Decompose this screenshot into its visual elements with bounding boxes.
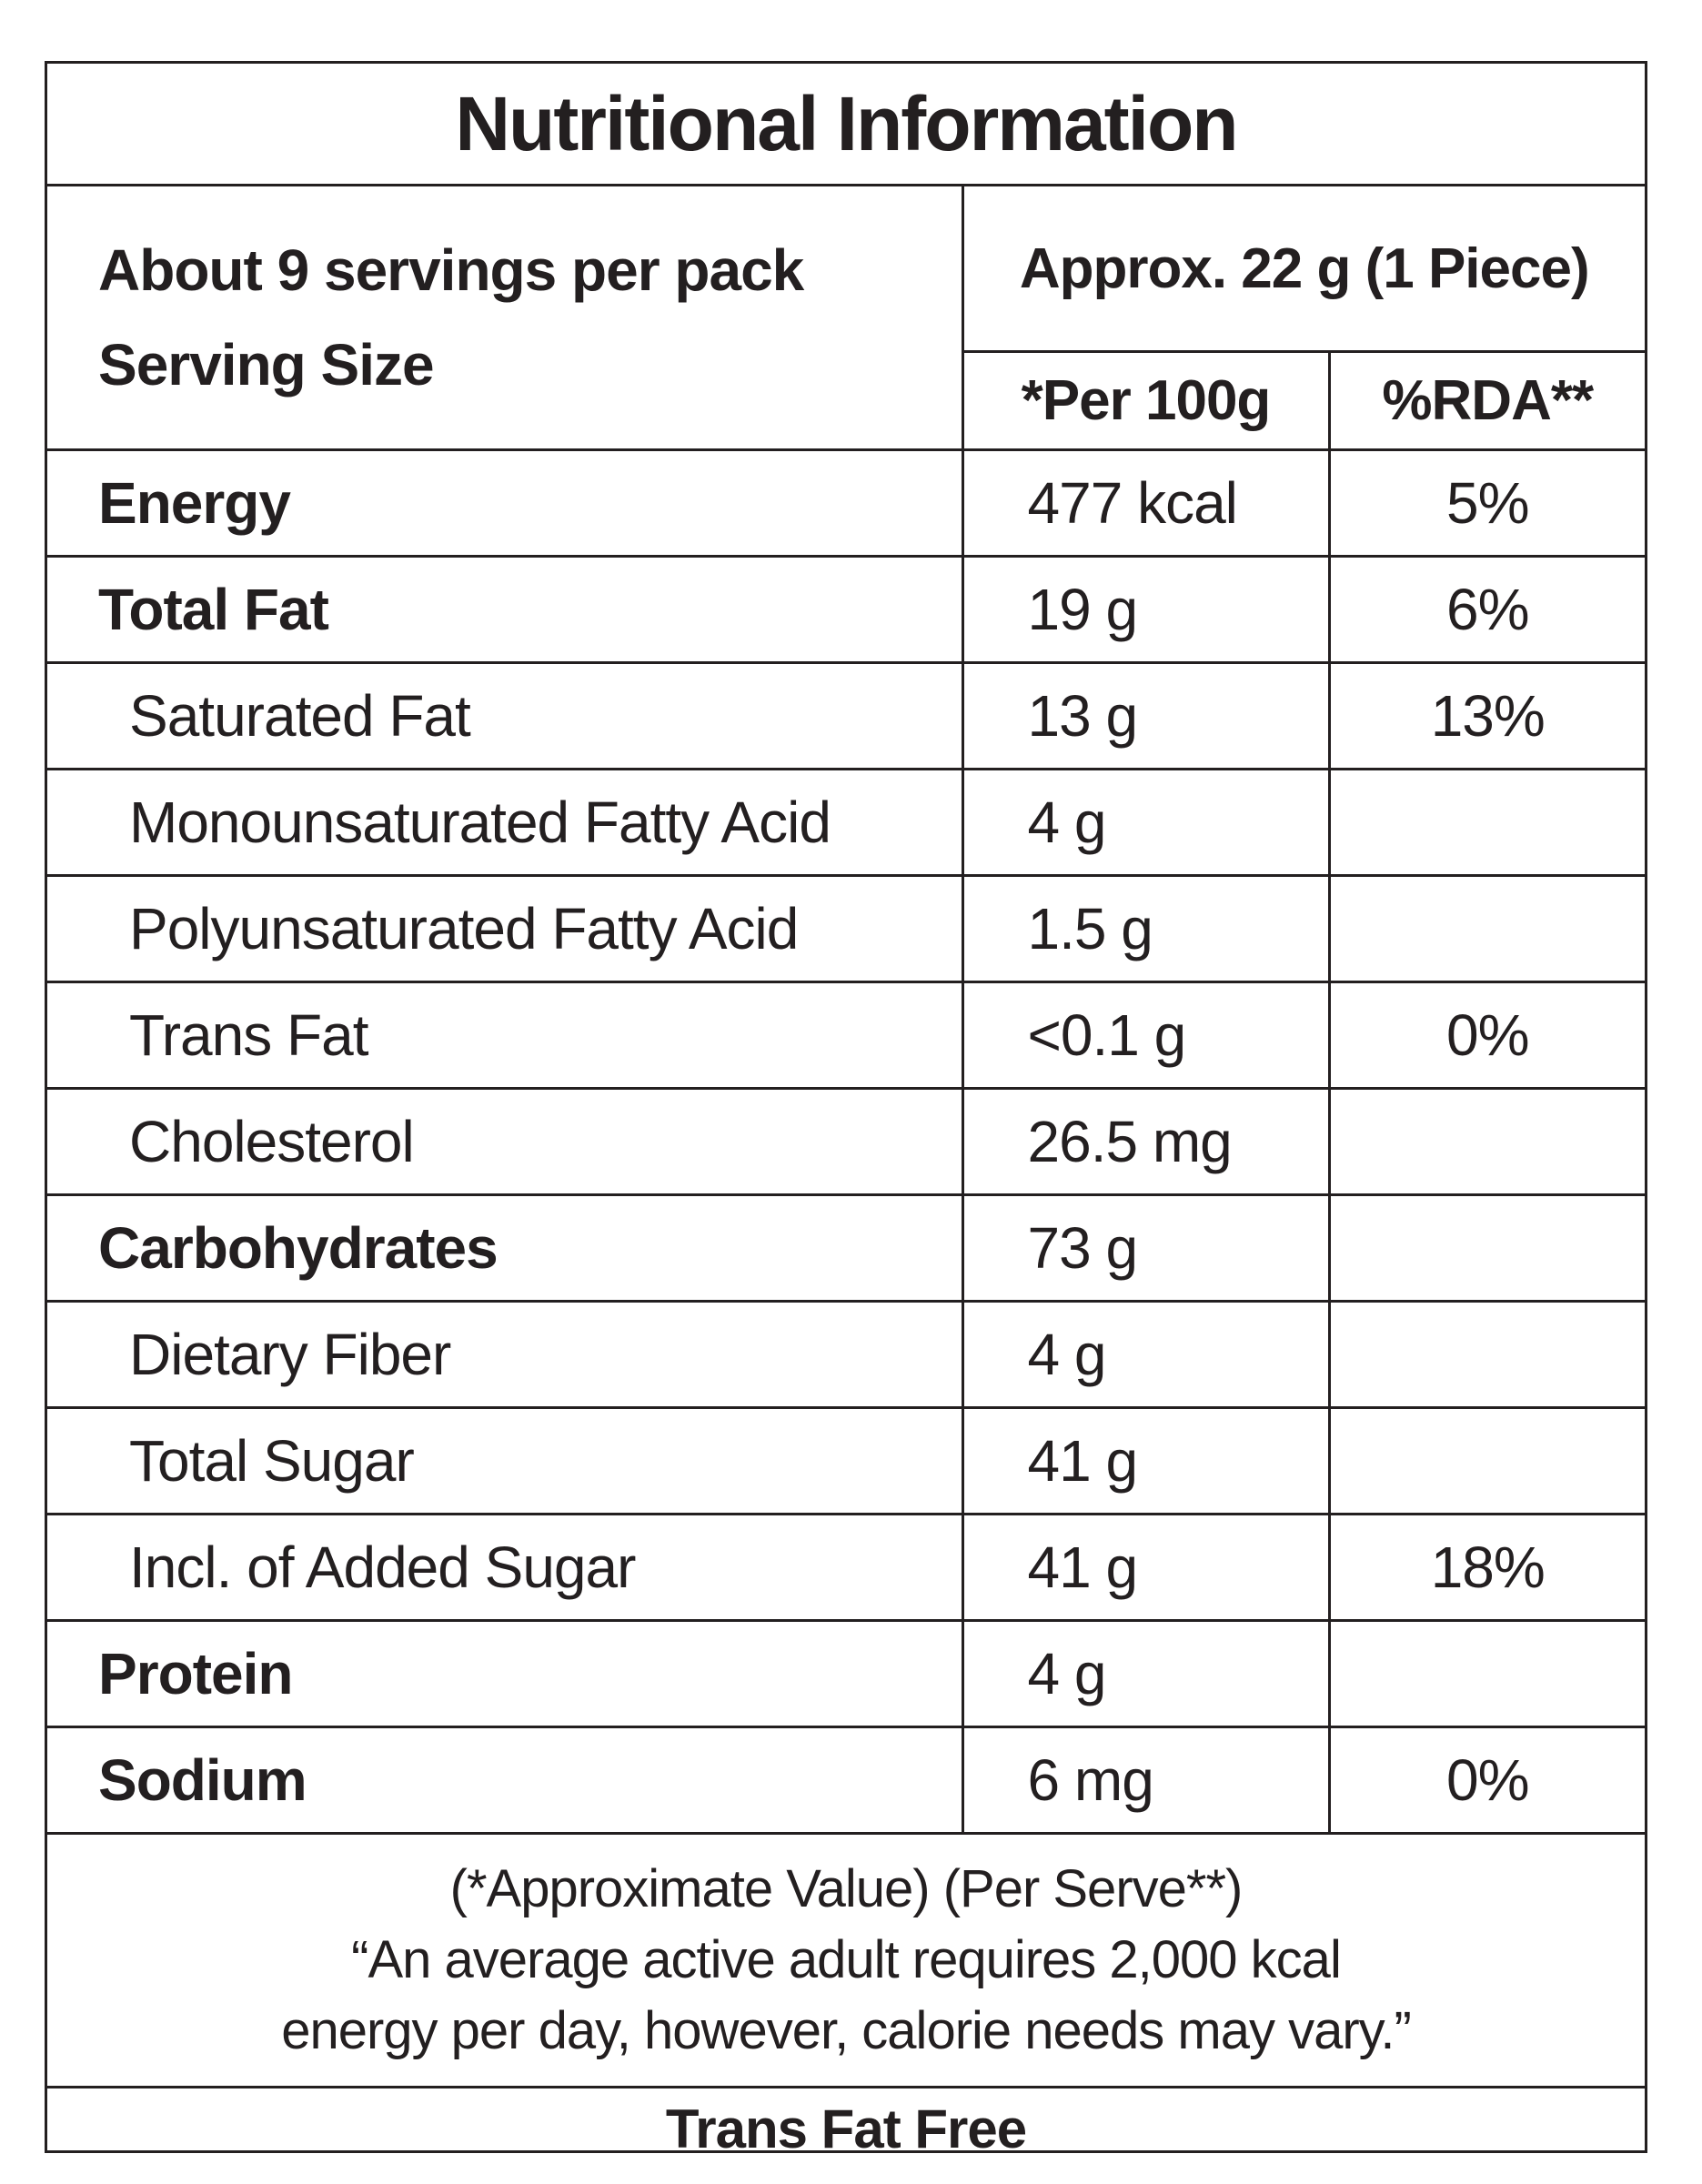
nutrient-name: Trans Fat [47, 981, 964, 1090]
nutrient-row-sodium: Sodium 6 mg 0% [47, 1726, 1645, 1835]
nutrient-rda: 5% [1327, 448, 1645, 558]
nutrient-name: Energy [47, 448, 964, 558]
nutrient-name: Saturated Fat [47, 661, 964, 770]
servings-cell: About 9 servings per pack Serving Size [47, 184, 964, 451]
nutrient-rda [1327, 768, 1645, 877]
nutrient-row-carbohydrates: Carbohydrates 73 g [47, 1193, 1645, 1303]
nutrient-rda: 0% [1327, 981, 1645, 1090]
serving-size-value: Approx. 22 g (1 Piece) [961, 184, 1645, 353]
nutrient-row-total-fat: Total Fat 19 g 6% [47, 555, 1645, 664]
nutrient-rda [1327, 1193, 1645, 1303]
nutrient-name: Total Sugar [47, 1406, 964, 1515]
footnote-line-3: energy per day, however, calorie needs m… [281, 2001, 1412, 2060]
nutrient-name: Sodium [47, 1726, 964, 1835]
nutrient-row-pufa: Polyunsaturated Fatty Acid 1.5 g [47, 874, 1645, 983]
nutrient-value: 26.5 mg [961, 1087, 1331, 1196]
nutrient-row-protein: Protein 4 g [47, 1619, 1645, 1728]
nutrient-value: 4 g [961, 1300, 1331, 1409]
nutrient-rda [1327, 874, 1645, 983]
nutrient-value: 4 g [961, 768, 1331, 877]
nutrient-row-total-sugar: Total Sugar 41 g [47, 1406, 1645, 1515]
nutrient-row-energy: Energy 477 kcal 5% [47, 448, 1645, 558]
nutrient-rda: 13% [1327, 661, 1645, 770]
nutrient-value: 477 kcal [961, 448, 1331, 558]
nutrient-name: Monounsaturated Fatty Acid [47, 768, 964, 877]
nutrient-value: 1.5 g [961, 874, 1331, 983]
nutrient-value: 13 g [961, 661, 1331, 770]
nutrient-rda: 6% [1327, 555, 1645, 664]
nutrient-row-cholesterol: Cholesterol 26.5 mg [47, 1087, 1645, 1196]
nutrient-value: 4 g [961, 1619, 1331, 1728]
nutrient-row-mufa: Monounsaturated Fatty Acid 4 g [47, 768, 1645, 877]
nutrient-name: Incl. of Added Sugar [47, 1513, 964, 1622]
nutrient-rda: 18% [1327, 1513, 1645, 1622]
column-header-per100g: *Per 100g [961, 350, 1331, 451]
nutrient-name: Dietary Fiber [47, 1300, 964, 1409]
nutrient-value: 41 g [961, 1406, 1331, 1515]
nutrient-value: 19 g [961, 555, 1331, 664]
nutrition-label: Nutritional Information About 9 servings… [45, 61, 1647, 2169]
footnote: (*Approximate Value) (Per Serve**) “An a… [47, 1832, 1645, 2088]
nutrient-row-added-sugar: Incl. of Added Sugar 41 g 18% [47, 1513, 1645, 1622]
label-title: Nutritional Information [47, 64, 1645, 186]
nutrient-name: Carbohydrates [47, 1193, 964, 1303]
nutrient-row-dietary-fiber: Dietary Fiber 4 g [47, 1300, 1645, 1409]
nutrient-rda [1327, 1087, 1645, 1196]
nutrient-name: Polyunsaturated Fatty Acid [47, 874, 964, 983]
nutrient-rda [1327, 1406, 1645, 1515]
serving-size-label: Serving Size [98, 332, 435, 398]
nutrient-rda [1327, 1300, 1645, 1409]
nutrient-row-trans-fat: Trans Fat <0.1 g 0% [47, 981, 1645, 1090]
nutrient-name: Cholesterol [47, 1087, 964, 1196]
nutrient-rda: 0% [1327, 1726, 1645, 1835]
footnote-line-2: “An average active adult requires 2,000 … [351, 1930, 1342, 1989]
nutrient-name: Protein [47, 1619, 964, 1728]
nutrient-value: 41 g [961, 1513, 1331, 1622]
nutrient-value: 73 g [961, 1193, 1331, 1303]
nutrient-name: Total Fat [47, 555, 964, 664]
nutrient-row-saturated-fat: Saturated Fat 13 g 13% [47, 661, 1645, 770]
servings-per-pack: About 9 servings per pack [98, 237, 804, 303]
nutrient-rda [1327, 1619, 1645, 1728]
column-header-rda: %RDA** [1327, 350, 1645, 451]
footnote-line-1: (*Approximate Value) (Per Serve**) [449, 1859, 1244, 1918]
trans-fat-free-claim: Trans Fat Free [47, 2086, 1645, 2169]
nutrition-table: Nutritional Information About 9 servings… [47, 64, 1645, 2169]
nutrient-value: 6 mg [961, 1726, 1331, 1835]
nutrient-value: <0.1 g [961, 981, 1331, 1090]
